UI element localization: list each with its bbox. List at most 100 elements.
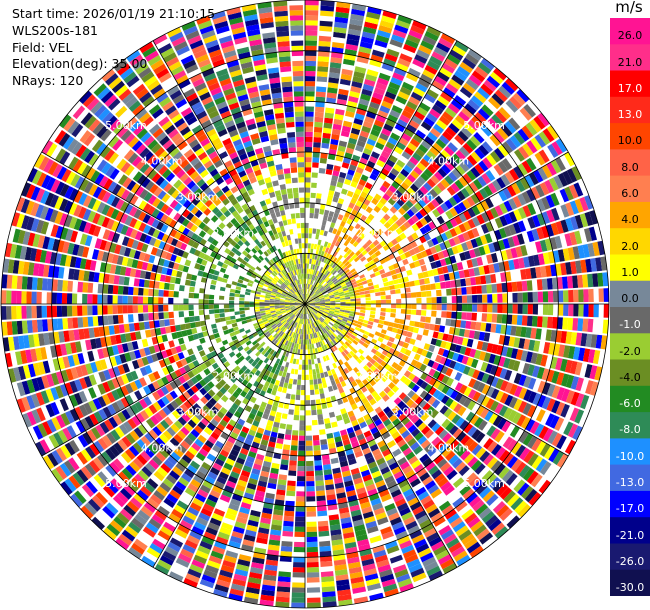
velocity-gate (153, 312, 159, 320)
velocity-gate (375, 142, 385, 150)
velocity-gate (325, 253, 330, 259)
velocity-gate (438, 37, 453, 49)
velocity-gate (288, 313, 294, 317)
velocity-gate (401, 304, 407, 309)
velocity-gate (372, 92, 384, 101)
velocity-gate (329, 309, 335, 312)
velocity-gate (332, 373, 338, 380)
velocity-gate (13, 336, 20, 350)
velocity-gate (441, 304, 447, 311)
velocity-gate (443, 87, 456, 98)
velocity-gate (384, 475, 395, 484)
velocity-gate (439, 258, 447, 267)
velocity-gate (281, 311, 287, 315)
velocity-gate (312, 269, 316, 275)
velocity-gate (486, 75, 501, 88)
velocity-gate (240, 447, 249, 456)
velocity-gate (374, 331, 381, 337)
velocity-gate (358, 135, 368, 143)
velocity-gate (1, 290, 7, 304)
velocity-gate (261, 288, 268, 292)
velocity-gate (306, 521, 317, 527)
velocity-gate (371, 246, 379, 253)
velocity-gate (390, 308, 397, 313)
velocity-gate (308, 359, 312, 365)
velocity-gate (172, 466, 183, 477)
velocity-gate (424, 224, 432, 233)
velocity-gate (318, 35, 332, 42)
velocity-gate (320, 300, 326, 303)
velocity-gate (361, 397, 369, 405)
velocity-gate (305, 334, 307, 340)
velocity-gate (324, 276, 329, 282)
velocity-gate (459, 346, 467, 355)
velocity-gate (175, 406, 185, 416)
velocity-gate (315, 304, 321, 306)
velocity-gate (424, 64, 438, 75)
velocity-gate (535, 184, 545, 198)
velocity-gate (306, 506, 316, 512)
velocity-gate (339, 324, 345, 329)
velocity-gate (275, 358, 281, 365)
velocity-gate (275, 352, 280, 359)
velocity-gate (479, 450, 491, 463)
velocity-gate (456, 295, 463, 303)
velocity-gate (345, 110, 355, 118)
velocity-gate (133, 427, 144, 438)
velocity-gate (156, 486, 168, 497)
velocity-gate (420, 40, 435, 51)
velocity-gate (266, 387, 273, 394)
velocity-gate (315, 91, 326, 98)
velocity-gate (452, 428, 463, 439)
velocity-gate (254, 301, 260, 304)
velocity-gate (429, 146, 440, 157)
velocity-gate (346, 320, 353, 325)
velocity-gate (330, 268, 336, 274)
velocity-gate (486, 313, 493, 323)
velocity-gate (465, 472, 477, 484)
velocity-gate (329, 294, 335, 298)
velocity-gate (105, 336, 112, 347)
velocity-gate (264, 456, 273, 463)
velocity-gate (249, 396, 257, 404)
velocity-gate (547, 143, 559, 158)
velocity-gate (305, 410, 311, 416)
velocity-gate (47, 237, 55, 251)
velocity-gate (280, 325, 285, 331)
velocity-gate (268, 477, 278, 485)
velocity-gate (477, 62, 492, 75)
velocity-gate (140, 410, 150, 421)
velocity-gate (536, 213, 546, 226)
velocity-gate (344, 178, 352, 186)
velocity-gate (275, 411, 282, 418)
velocity-gate (329, 297, 335, 300)
velocity-gate (419, 390, 428, 399)
velocity-gate (117, 295, 123, 304)
velocity-gate (425, 351, 433, 359)
velocity-gate (286, 490, 296, 497)
velocity-gate (216, 276, 223, 282)
velocity-gate (254, 458, 263, 466)
velocity-gate (243, 534, 256, 542)
velocity-gate (322, 601, 337, 608)
velocity-gate (352, 519, 364, 527)
velocity-gate (522, 363, 531, 375)
velocity-gate (293, 557, 305, 563)
velocity-gate (97, 383, 106, 395)
velocity-gate (330, 299, 336, 302)
velocity-gate (265, 332, 272, 338)
velocity-gate (252, 557, 265, 565)
velocity-gate (440, 281, 446, 289)
velocity-gate (360, 93, 371, 102)
velocity-gate (355, 304, 361, 307)
velocity-gate (178, 304, 184, 311)
velocity-gate (446, 53, 461, 65)
velocity-gate (494, 366, 503, 378)
velocity-gate (390, 269, 397, 276)
velocity-gate (41, 278, 48, 291)
velocity-gate (178, 553, 192, 564)
velocity-gate (260, 594, 275, 602)
velocity-gate (431, 51, 446, 62)
velocity-gate (333, 356, 338, 363)
velocity-gate (259, 306, 265, 309)
